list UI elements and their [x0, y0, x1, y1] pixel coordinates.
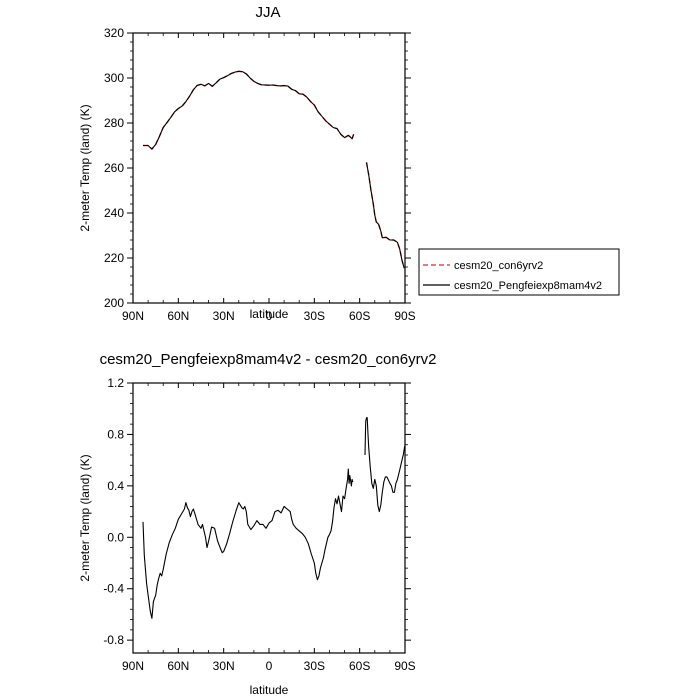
- cesm20_Pengfeiexp8mam4v2-line-segment-0: [143, 70, 355, 150]
- x-tick-label: 90S: [394, 659, 415, 673]
- cesm20_Pengfeiexp8mam4v2-line-segment-1: [365, 162, 405, 269]
- y-tick-label: 0.8: [107, 427, 124, 441]
- x-tick-label: 30N: [213, 659, 235, 673]
- bottom-series-lines: [142, 417, 406, 619]
- bottom-chart: cesm20_Pengfeiexp8mam4v2 - cesm20_con6yr…: [78, 351, 436, 697]
- y-tick-label: 280: [104, 116, 124, 130]
- x-tick-label: 0: [266, 659, 273, 673]
- difference-line-segment-0: [142, 468, 354, 619]
- y-tick-label: 0.4: [107, 479, 124, 493]
- x-tick-label: 60N: [167, 659, 189, 673]
- legend-label-pengfei: cesm20_Pengfeiexp8mam4v2: [454, 280, 602, 292]
- top-chart-title: JJA: [255, 4, 280, 21]
- y-tick-label: -0.8: [103, 633, 124, 647]
- y-tick-label: 200: [104, 296, 124, 310]
- y-tick-label: -0.4: [103, 582, 124, 596]
- bottom-x-axis-label: latitude: [250, 683, 289, 697]
- bottom-x-tick-labels: 90N 60N 30N 0 30S 60S 90S: [122, 659, 416, 673]
- y-tick-label: 0.0: [107, 530, 124, 544]
- top-x-tick-labels: 90N 60N 30N 0 30S 60S 90S: [122, 309, 416, 323]
- legend: cesm20_con6yrv2 cesm20_Pengfeiexp8mam4v2: [418, 248, 620, 296]
- x-tick-label: 60S: [349, 309, 370, 323]
- top-plot-frame: [132, 32, 406, 304]
- x-tick-label: 60S: [349, 659, 370, 673]
- top-y-axis-label: 2-meter Temp (land) (K): [78, 104, 92, 231]
- x-tick-label: 30S: [304, 309, 325, 323]
- cesm20_con6yrv2-line-segment-1: [365, 162, 405, 269]
- y-tick-label: 260: [104, 161, 124, 175]
- top-series-lines: [143, 70, 405, 269]
- x-tick-label: 0: [266, 309, 273, 323]
- bottom-tick-marks: [127, 382, 411, 653]
- x-tick-label: 90S: [394, 309, 415, 323]
- bottom-chart-title: cesm20_Pengfeiexp8mam4v2 - cesm20_con6yr…: [100, 351, 437, 368]
- top-y-tick-labels: 200 220 240 260 280 300 320: [104, 26, 124, 310]
- x-tick-label: 30N: [213, 309, 235, 323]
- top-x-axis-label: latitude: [250, 307, 289, 321]
- cesm20_con6yrv2-line-segment-0: [143, 70, 355, 150]
- y-tick-label: 320: [104, 26, 124, 40]
- x-tick-label: 90N: [122, 659, 144, 673]
- y-tick-label: 240: [104, 206, 124, 220]
- y-tick-label: 300: [104, 71, 124, 85]
- legend-label-con6yrv2: cesm20_con6yrv2: [454, 260, 543, 272]
- bottom-plot-frame: [132, 382, 406, 654]
- top-tick-marks: [127, 32, 411, 304]
- y-tick-label: 1.2: [107, 376, 124, 390]
- legend-box: [418, 248, 620, 296]
- bottom-y-tick-labels: -0.8 -0.4 0.0 0.4 0.8 1.2: [103, 376, 124, 647]
- top-chart: JJA 90N 60N 30N 0 30S 60S 90S 200 220 240 260 280 3…: [78, 4, 416, 323]
- bottom-y-axis-label: 2-meter Temp (land) (K): [78, 454, 92, 581]
- x-tick-label: 90N: [122, 309, 144, 323]
- y-tick-label: 220: [104, 251, 124, 265]
- x-tick-label: 30S: [304, 659, 325, 673]
- x-tick-label: 60N: [167, 309, 189, 323]
- difference-line-segment-1: [364, 417, 406, 513]
